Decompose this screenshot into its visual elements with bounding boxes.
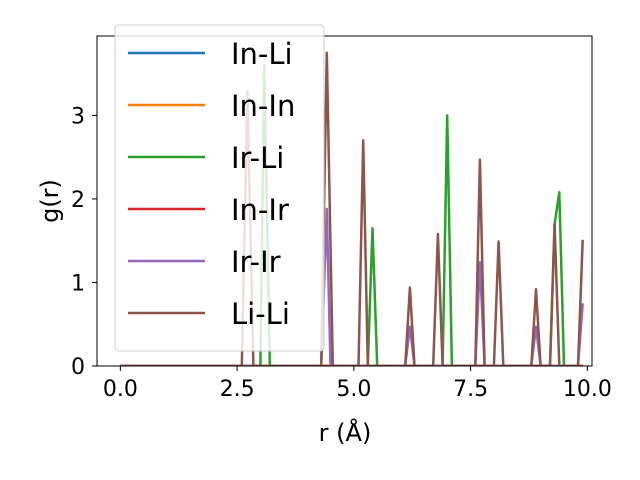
y-axis-label: g(r) [36, 179, 64, 223]
x-tick-label: 7.5 [453, 377, 488, 402]
y-axis: 0 1 2 3 [71, 104, 97, 380]
x-tick-label: 10.0 [563, 377, 612, 402]
x-tick-label: 5.0 [336, 377, 371, 402]
legend-label-in-li: In-Li [231, 37, 293, 71]
legend-label-ir-li: Ir-Li [231, 141, 284, 175]
plot-frame [96, 35, 593, 367]
y-tick-label: 2 [71, 188, 85, 213]
y-tick-label: 1 [71, 271, 85, 296]
legend-label-ir-ir: Ir-Ir [231, 245, 281, 279]
legend-label-in-in: In-In [231, 89, 295, 123]
legend-box [114, 24, 325, 352]
x-tick-label: 0.0 [103, 377, 138, 402]
legend: In-Li In-In Ir-Li In-Ir Ir-Ir Li-Li [114, 24, 325, 352]
legend-label-li-li: Li-Li [231, 297, 290, 331]
y-tick-label: 0 [71, 355, 85, 380]
series-line-li-li [120, 51, 584, 366]
x-axis: 0.0 2.5 5.0 7.5 10.0 [103, 366, 612, 402]
x-tick-label: 2.5 [220, 377, 255, 402]
x-axis-label: r (Å) [319, 418, 372, 447]
legend-label-in-ir: In-Ir [231, 193, 289, 227]
y-tick-label: 3 [71, 104, 85, 129]
